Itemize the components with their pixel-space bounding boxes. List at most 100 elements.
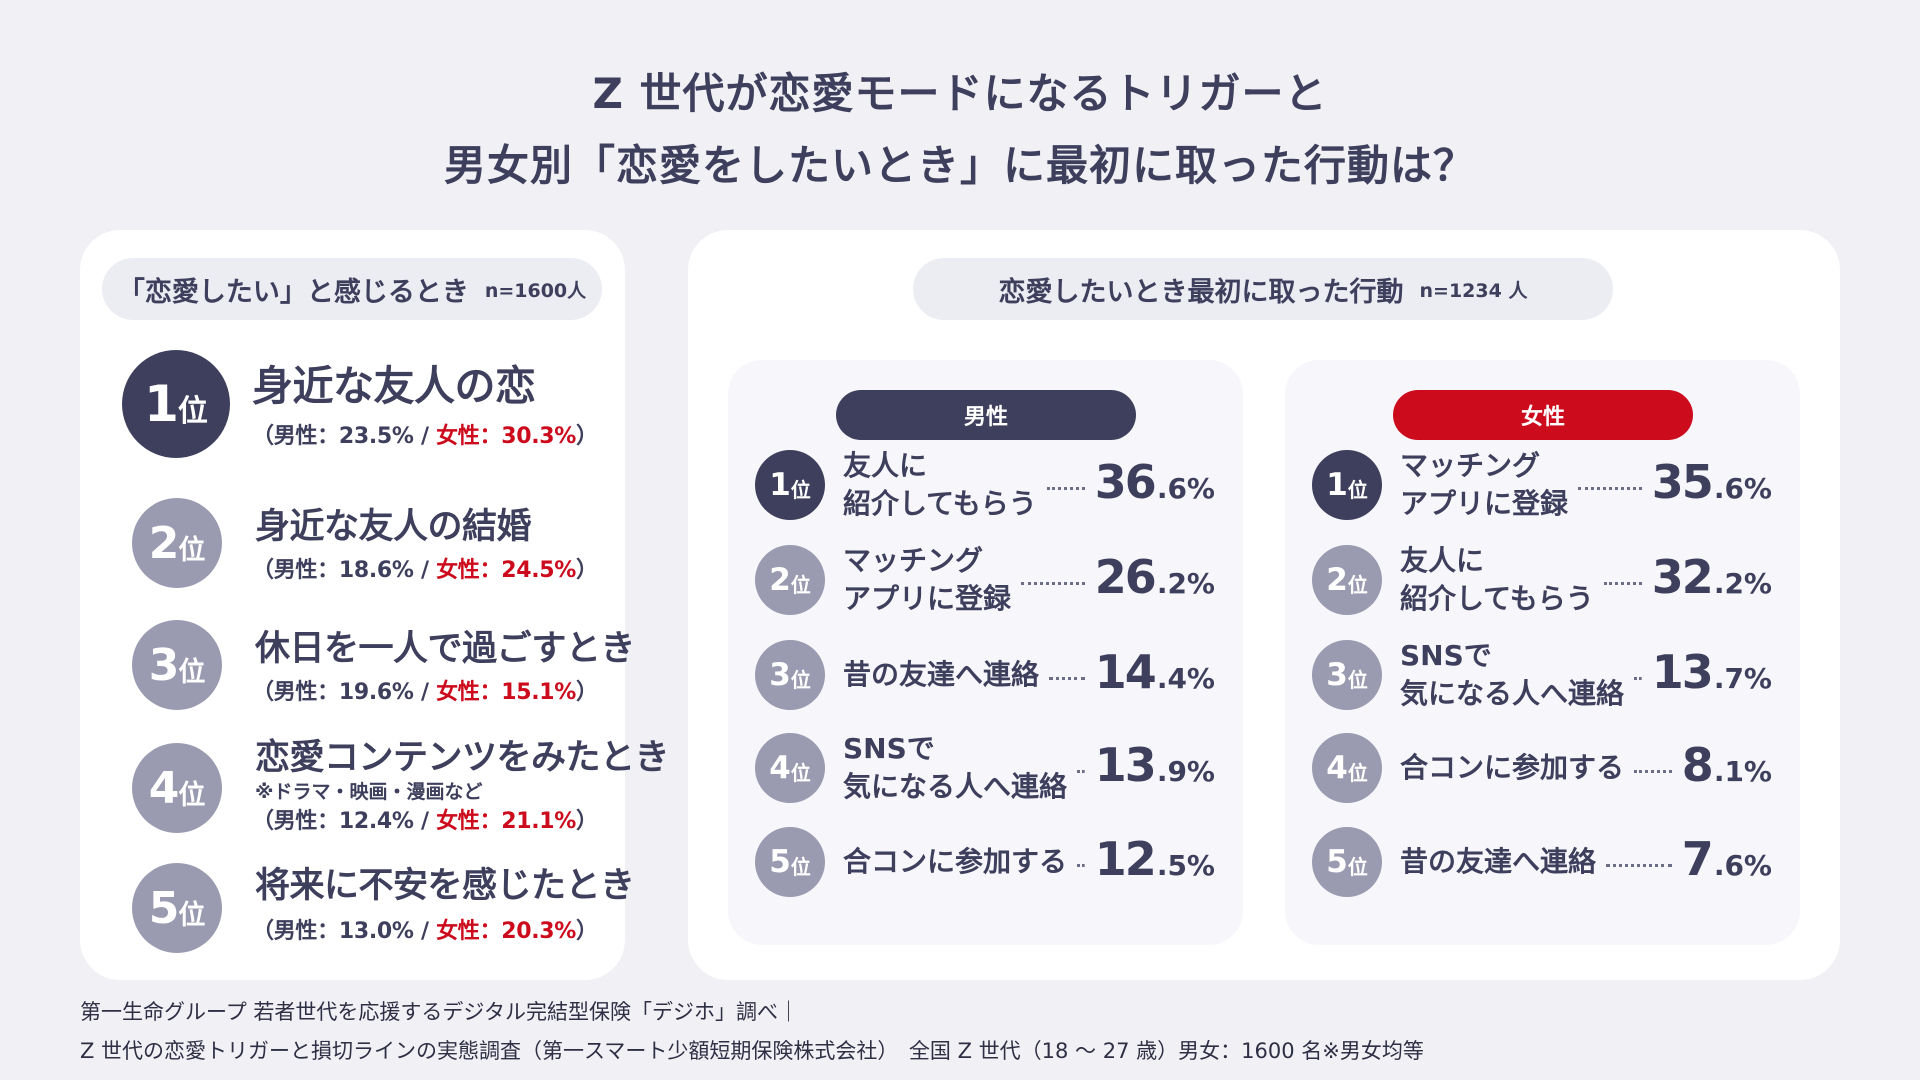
action-percentage: 35.6% bbox=[1651, 455, 1772, 509]
male-panel: 男性 1 位友人に 紹介してもらう 36.6% 2 位マッチング アプリに登録 26.2% 3 位… bbox=[728, 360, 1243, 945]
trigger-note: ※ドラマ・映画・漫画など bbox=[255, 781, 483, 803]
action-label-line-2: 紹介してもらう bbox=[843, 487, 1037, 520]
action-label-line-1: SNSで bbox=[1400, 639, 1492, 672]
action-percentage: 32.2% bbox=[1651, 550, 1772, 604]
action-label-line-1: 合コンに参加する bbox=[843, 845, 1068, 878]
female-label-pill: 女性 bbox=[1393, 390, 1693, 440]
female-rank-item-3: 3 位 SNSで気になる人へ連絡 13.7% bbox=[1285, 635, 1800, 715]
action-label-line-2: アプリに登録 bbox=[843, 582, 1012, 615]
leader-dots bbox=[1606, 864, 1672, 867]
leader-dots bbox=[1077, 864, 1085, 867]
action-label-line-1: マッチング bbox=[1400, 449, 1541, 482]
leader-dots bbox=[1049, 677, 1085, 680]
leader-dots bbox=[1021, 582, 1085, 585]
first-action-title: 恋愛したいとき最初に取った行動 bbox=[998, 276, 1404, 308]
action-label: 合コンに参加する bbox=[843, 822, 1067, 902]
action-label-line-1: SNSで bbox=[843, 732, 935, 765]
action-percentage: 13.7% bbox=[1651, 645, 1772, 699]
first-action-sample-size: n=1234 人 bbox=[1419, 279, 1528, 302]
first-action-card: 恋愛したいとき最初に取った行動 n=1234 人 男性 1 位友人に 紹介してもらう… bbox=[688, 230, 1840, 980]
action-label: 友人に紹介してもらう bbox=[843, 445, 1037, 525]
male-rank-item-5: 5 位合コンに参加する 12.5% bbox=[728, 822, 1243, 902]
action-label: 昔の友達へ連絡 bbox=[1400, 822, 1596, 902]
female-panel: 女性 1 位マッチングアプリに登録 35.6% 2 位友人に紹介してもらう 32.2% 3 位… bbox=[1285, 360, 1800, 945]
action-label-line-2: 紹介してもらう bbox=[1400, 582, 1594, 615]
action-label: マッチングアプリに登録 bbox=[843, 540, 1011, 620]
trigger-title: 身近な友人の結婚 bbox=[255, 507, 532, 547]
action-percentage: 14.4% bbox=[1094, 645, 1215, 699]
trigger-stats: （男性：19.6% / 女性：15.1%） bbox=[252, 680, 598, 705]
action-label-line-1: 合コンに参加する bbox=[1400, 751, 1625, 784]
action-label-line-2: 気になる人へ連絡 bbox=[1400, 677, 1625, 710]
action-label-line-1: 昔の友達へ連絡 bbox=[1400, 845, 1597, 878]
trigger-title: 将来に不安を感じたとき bbox=[255, 866, 635, 906]
male-rank-item-2: 2 位マッチングアプリに登録 26.2% bbox=[728, 540, 1243, 620]
trigger-title: 休日を一人で過ごすとき bbox=[255, 629, 635, 669]
leader-dots bbox=[1603, 582, 1642, 585]
action-percentage: 12.5% bbox=[1094, 832, 1215, 886]
action-percentage: 7.6% bbox=[1681, 832, 1772, 886]
leader-dots bbox=[1634, 770, 1672, 773]
source-footer: 第一生命グループ 若者世代を応援するデジタル完結型保険「デジホ」調べ｜ Z 世代… bbox=[80, 993, 1424, 1071]
action-label-line-1: マッチング bbox=[843, 544, 984, 577]
source-line-1: 第一生命グループ 若者世代を応援するデジタル完結型保険「デジホ」調べ｜ bbox=[80, 1000, 799, 1024]
action-label: 友人に紹介してもらう bbox=[1400, 540, 1594, 620]
leader-dots bbox=[1077, 770, 1085, 773]
female-rank-item-4: 4 位合コンに参加する 8.1% bbox=[1285, 728, 1800, 808]
trigger-stats: （男性：23.5% / 女性：30.3%） bbox=[252, 424, 598, 449]
leader-dots bbox=[1634, 677, 1642, 680]
action-percentage: 26.2% bbox=[1094, 550, 1215, 604]
trigger-ranking-title: 「恋愛したい」と感じるとき bbox=[117, 276, 469, 308]
source-line-2: Z 世代の恋愛トリガーと損切ラインの実態調査（第一スマート少額短期保険株式会社）… bbox=[80, 1039, 1424, 1063]
trigger-stats: （男性：18.6% / 女性：24.5%） bbox=[252, 558, 598, 583]
male-rank-item-1: 1 位友人に紹介してもらう 36.6% bbox=[728, 445, 1243, 525]
action-label: SNSで気になる人へ連絡 bbox=[1400, 635, 1624, 715]
action-label-line-1: 友人に bbox=[843, 449, 928, 482]
trigger-title: 身近な友人の恋 bbox=[252, 362, 536, 410]
action-percentage: 8.1% bbox=[1681, 738, 1772, 792]
action-percentage: 36.6% bbox=[1094, 455, 1215, 509]
male-label-pill: 男性 bbox=[836, 390, 1136, 440]
action-label: マッチングアプリに登録 bbox=[1400, 445, 1568, 525]
trigger-stats: （男性：13.0% / 女性：20.3%） bbox=[252, 919, 598, 944]
action-percentage: 13.9% bbox=[1094, 738, 1215, 792]
title-line-2: 男女別「恋愛をしたいとき」に最初に取った行動は？ bbox=[443, 141, 1476, 190]
male-rank-item-3: 3 位昔の友達へ連絡 14.4% bbox=[728, 635, 1243, 715]
first-action-header: 恋愛したいとき最初に取った行動 n=1234 人 bbox=[913, 258, 1613, 320]
trigger-sample-size: n=1600人 bbox=[484, 279, 587, 302]
action-label-line-2: アプリに登録 bbox=[1400, 487, 1569, 520]
action-label: SNSで気になる人へ連絡 bbox=[843, 728, 1067, 808]
trigger-stats: （男性：12.4% / 女性：21.1%） bbox=[252, 809, 598, 834]
leader-dots bbox=[1046, 487, 1085, 490]
leader-dots bbox=[1578, 487, 1642, 490]
action-label: 昔の友達へ連絡 bbox=[843, 635, 1039, 715]
female-rank-item-1: 1 位マッチングアプリに登録 35.6% bbox=[1285, 445, 1800, 525]
action-label-line-2: 気になる人へ連絡 bbox=[843, 770, 1068, 803]
page-title: Z 世代が恋愛モードになるトリガーと 男女別「恋愛をしたいとき」に最初に取った行… bbox=[0, 58, 1920, 202]
action-label-line-1: 昔の友達へ連絡 bbox=[843, 658, 1040, 691]
action-label-line-1: 友人に bbox=[1400, 544, 1485, 577]
female-rank-item-5: 5 位昔の友達へ連絡 7.6% bbox=[1285, 822, 1800, 902]
title-line-1: Z 世代が恋愛モードになるトリガーと bbox=[592, 69, 1328, 118]
male-rank-item-4: 4 位 SNSで気になる人へ連絡 13.9% bbox=[728, 728, 1243, 808]
trigger-title: 恋愛コンテンツをみたとき bbox=[255, 738, 670, 778]
